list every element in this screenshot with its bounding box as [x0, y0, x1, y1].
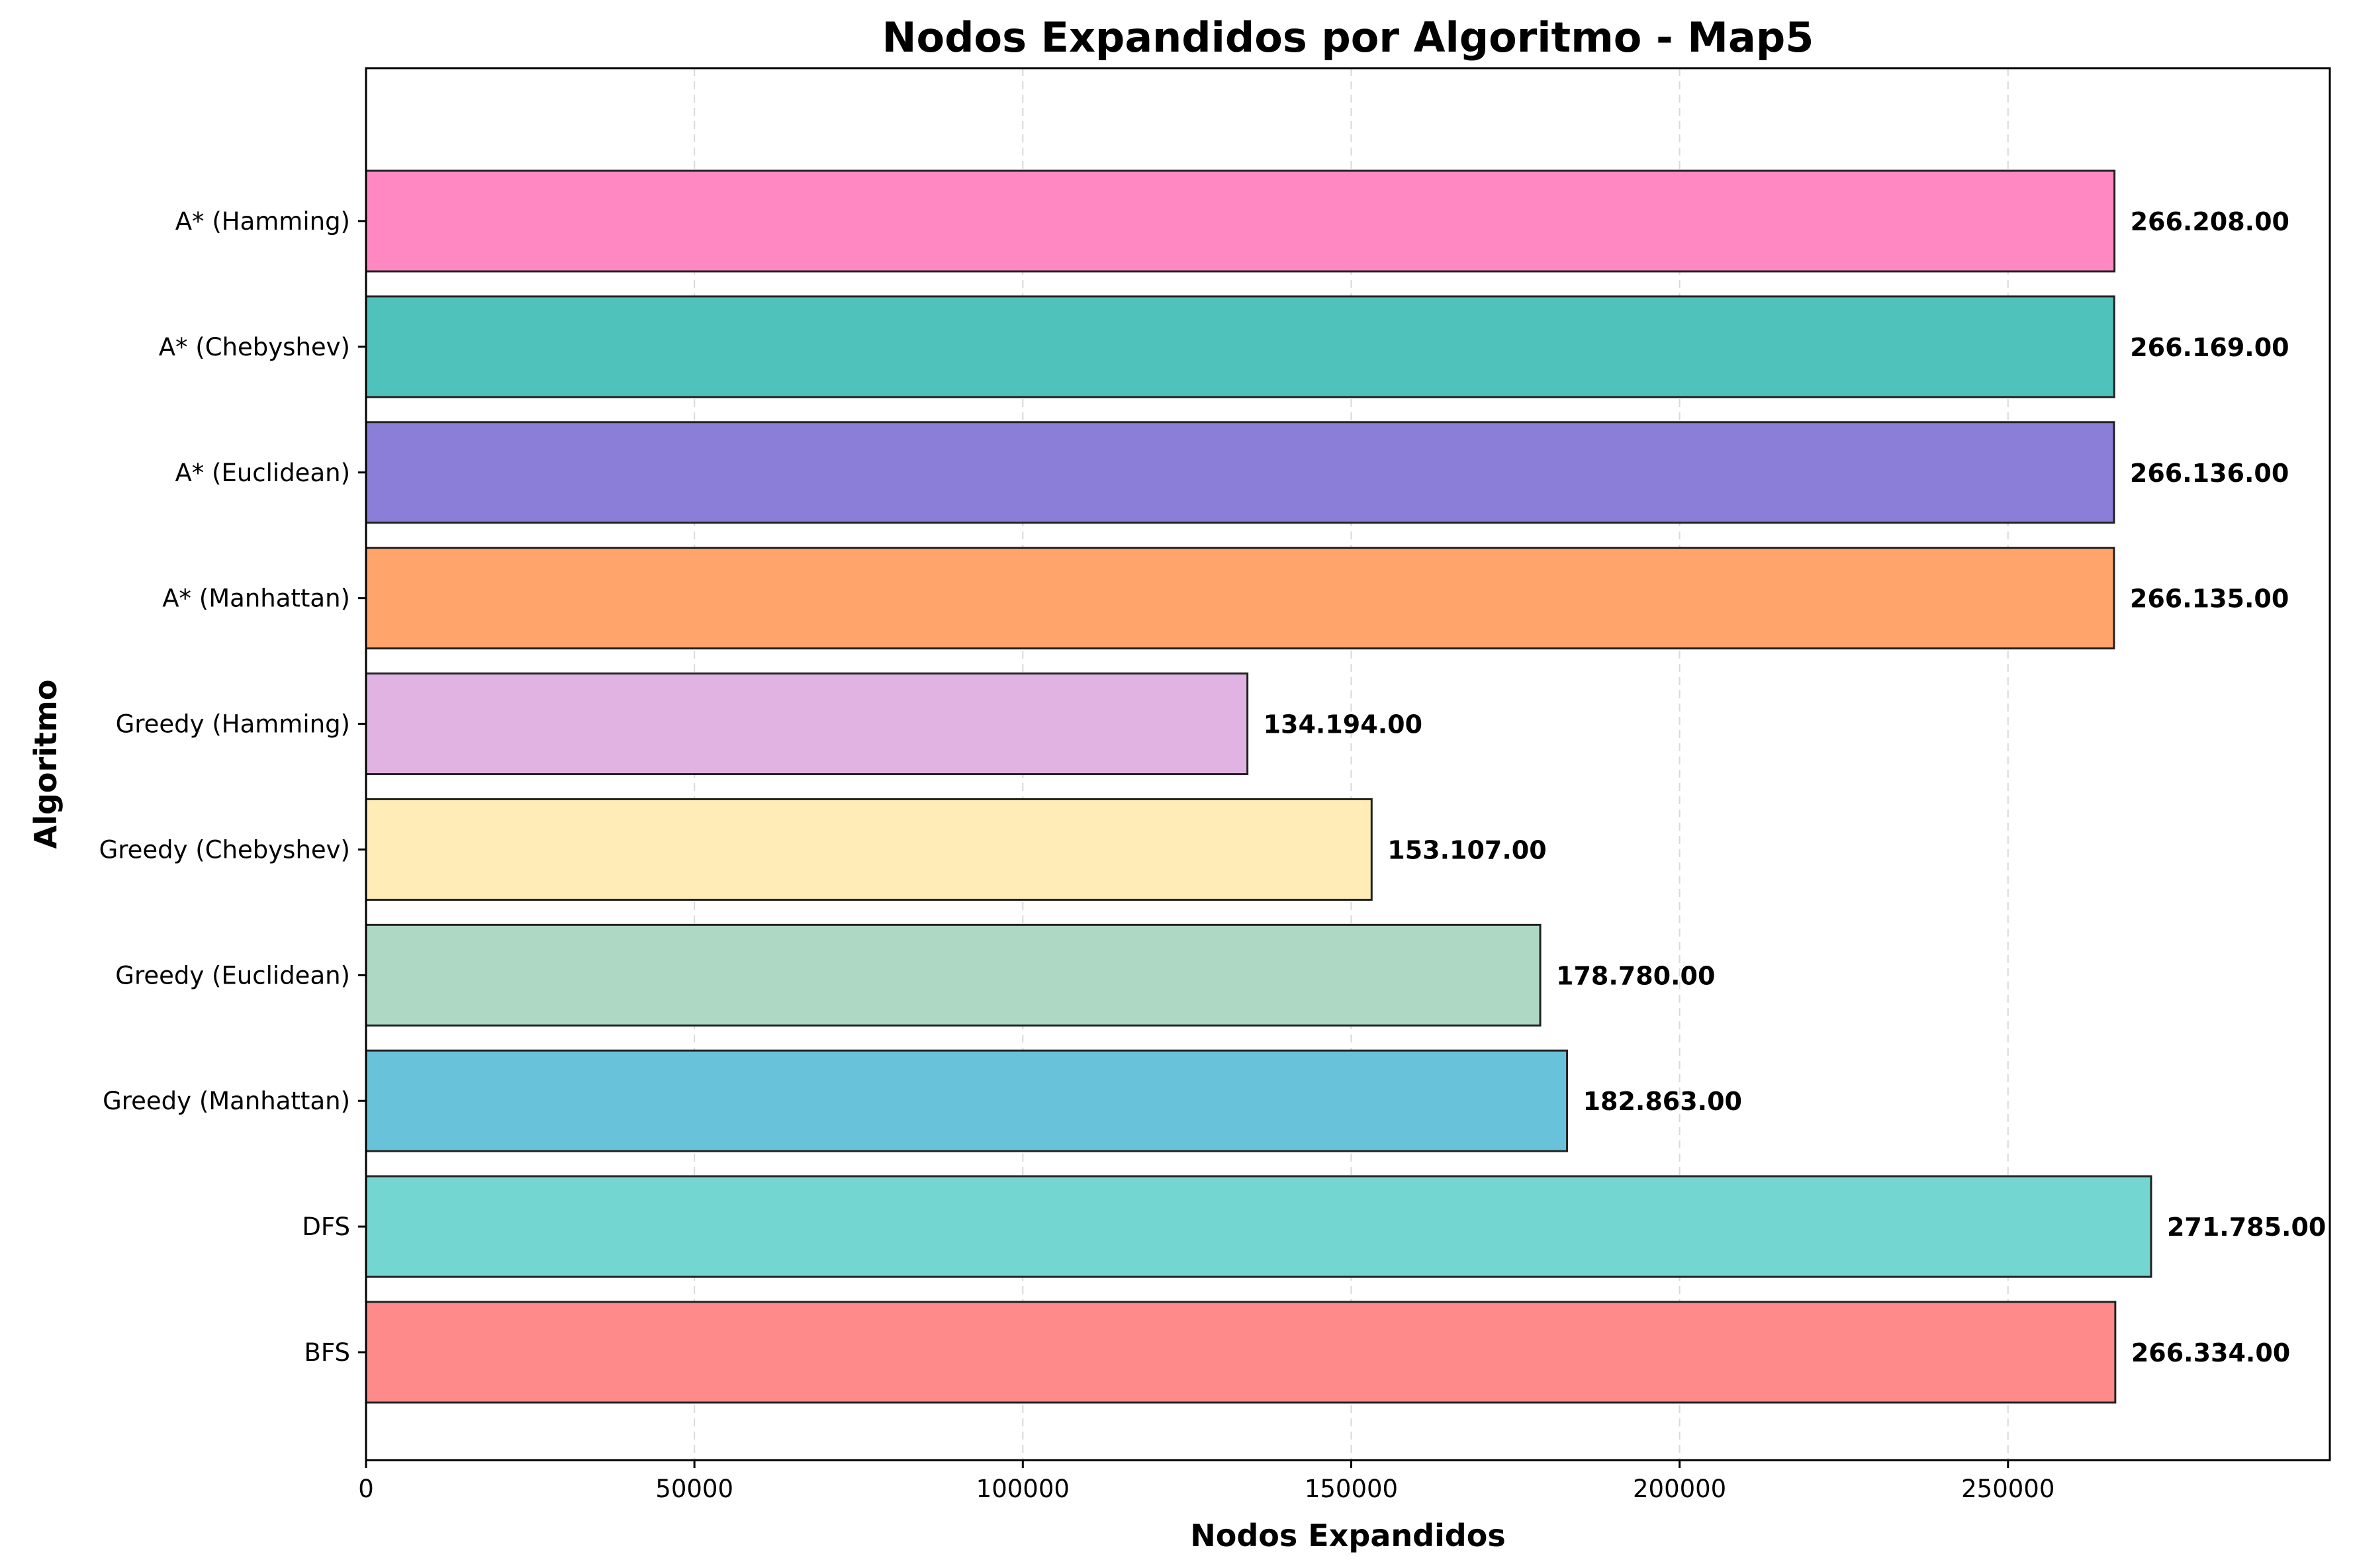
data-label: 178.780.00: [1556, 961, 1715, 990]
y-tick-label: Greedy (Manhattan): [103, 1087, 350, 1115]
chart-title: Nodos Expandidos por Algoritmo - Map5: [882, 13, 1814, 62]
x-tick-label: 200000: [1633, 1475, 1726, 1503]
bars: [365, 169, 2152, 1404]
x-tick-label: 0: [358, 1475, 374, 1503]
bar-greedy-hamming: [365, 672, 1249, 776]
y-axis-label: Algoritmo: [28, 680, 64, 849]
data-label: 266.169.00: [2130, 333, 2289, 362]
y-tick-label: A* (Euclidean): [175, 459, 350, 487]
x-axis-ticks: 0 50000 100000 150000 200000 250000: [358, 1460, 2054, 1503]
data-label: 153.107.00: [1387, 835, 1546, 864]
bar-greedy-manhattan: [365, 1049, 1569, 1152]
x-tick-label: 50000: [655, 1475, 733, 1503]
bar-greedy-chebyshev: [365, 798, 1373, 901]
y-tick-label: A* (Chebyshev): [159, 333, 350, 361]
x-tick-label: 150000: [1305, 1475, 1398, 1503]
y-tick-label: A* (Hamming): [175, 207, 350, 236]
bar-a-manhattan: [365, 547, 2115, 650]
data-label: 266.334.00: [2131, 1338, 2290, 1367]
bar-greedy-euclidean: [365, 923, 1542, 1027]
bar-bfs: [365, 1301, 2117, 1404]
y-tick-label: A* (Manhattan): [162, 584, 350, 613]
x-tick-label: 100000: [976, 1475, 1070, 1503]
y-tick-label: BFS: [304, 1338, 350, 1367]
data-label: 266.135.00: [2130, 584, 2289, 614]
data-label: 182.863.00: [1583, 1087, 1742, 1116]
bar-dfs: [365, 1175, 2152, 1278]
data-label: 266.208.00: [2131, 207, 2289, 236]
bar-a-euclidean: [365, 421, 2115, 524]
y-axis-ticks: BFS DFS Greedy (Manhattan) Greedy (Euclidea…: [99, 207, 366, 1367]
data-label: 266.136.00: [2130, 459, 2289, 488]
data-label: 134.194.00: [1264, 710, 1422, 739]
y-tick-label: Greedy (Chebyshev): [99, 835, 350, 864]
y-tick-label: Greedy (Hamming): [116, 710, 350, 739]
x-axis-label: Nodos Expandidos: [1190, 1518, 1505, 1553]
data-labels: 266.334.00 271.785.00 182.863.00 178.780.00…: [1264, 207, 2327, 1367]
data-label: 271.785.00: [2167, 1213, 2326, 1242]
y-tick-label: DFS: [302, 1213, 350, 1241]
plot-frame: [365, 67, 2331, 1461]
bar-a-chebyshev: [365, 295, 2115, 398]
x-tick-label: 250000: [1961, 1475, 2054, 1503]
y-tick-label: Greedy (Euclidean): [115, 961, 350, 990]
bar-a-hamming: [365, 169, 2116, 273]
